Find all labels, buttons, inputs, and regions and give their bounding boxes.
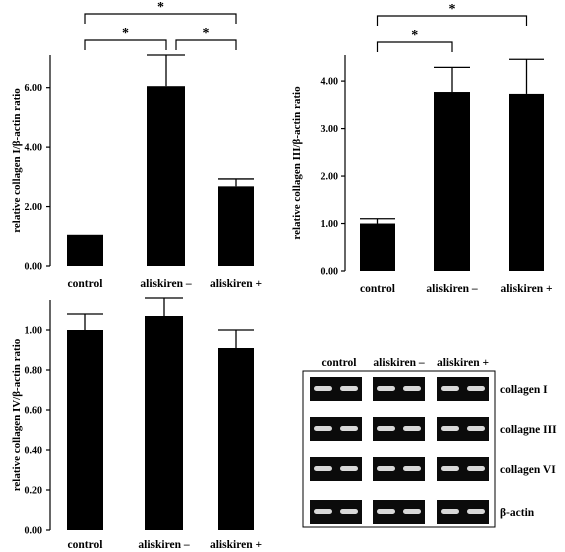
significance-bracket — [84, 13, 237, 24]
gel-lane-label: aliskiren – — [373, 357, 424, 369]
gel-frame — [302, 370, 496, 528]
gel-band — [467, 426, 485, 431]
gel-lane-label: control — [322, 357, 357, 369]
x-category-label: aliskiren – — [140, 278, 191, 290]
y-tick-label: 0.40 — [25, 446, 43, 457]
gel-band — [441, 466, 459, 471]
bar — [145, 316, 183, 530]
y-tick-label: 0.00 — [25, 526, 43, 537]
gel-band — [403, 426, 421, 431]
significance-bracket — [175, 39, 237, 50]
y-tick-label: 0.20 — [25, 486, 43, 497]
significance-star: * — [411, 28, 418, 43]
x-category-label: control — [68, 539, 103, 551]
gel-band — [441, 426, 459, 431]
y-axis-label: relative collagen III/β-actin ratio — [291, 86, 303, 240]
gel-panel: control aliskiren – aliskiren + collagen I c… — [302, 357, 557, 528]
gel-band — [314, 426, 332, 431]
significance-star: * — [157, 0, 164, 15]
gel-band — [467, 509, 485, 514]
bar — [509, 93, 544, 271]
x-category-label: aliskiren – — [138, 539, 189, 551]
gel-row-label: collagen I — [500, 384, 548, 396]
gel-band — [314, 386, 332, 391]
x-category-label: aliskiren + — [210, 539, 262, 551]
gel-band — [441, 509, 459, 514]
gel-row-label: β-actin — [500, 507, 535, 519]
y-tick-label: 1.00 — [321, 219, 339, 230]
gel-band — [340, 466, 358, 471]
significance-bracket — [376, 15, 528, 26]
significance-star: * — [449, 2, 456, 17]
y-axis-label: relative collagen I/β-actin ratio — [11, 88, 23, 233]
gel-band — [340, 426, 358, 431]
gel-band — [377, 386, 395, 391]
gel-band — [467, 386, 485, 391]
y-tick-label: 0.00 — [25, 262, 43, 273]
significance-bracket — [84, 39, 167, 50]
gel-row-label: collagen VI — [500, 464, 556, 476]
gel-band — [441, 386, 459, 391]
gel-band — [377, 466, 395, 471]
bar — [67, 330, 103, 530]
gel-row-label: collagne III — [500, 424, 557, 436]
gel-band — [340, 509, 358, 514]
y-tick-label: 2.00 — [321, 172, 339, 183]
y-tick-label: 3.00 — [321, 124, 339, 135]
y-tick-label: 4.00 — [321, 77, 339, 88]
gel-band — [314, 509, 332, 514]
y-axis-label: relative collagen IV/β-actin ratio — [11, 338, 23, 491]
x-category-label: control — [360, 283, 395, 295]
bar — [147, 86, 185, 266]
y-tick-label: 4.00 — [25, 143, 43, 154]
significance-star: * — [122, 26, 129, 41]
chart-collagen-iii: 0.00 1.00 2.00 3.00 4.00 relative collagen II… — [291, 2, 553, 295]
gel-band — [314, 466, 332, 471]
y-tick-label: 2.00 — [25, 202, 43, 213]
y-tick-label: 0.00 — [321, 267, 339, 278]
bar — [67, 234, 103, 266]
gel-band — [377, 426, 395, 431]
significance-bracket — [376, 41, 453, 52]
y-tick-label: 0.60 — [25, 406, 43, 417]
y-tick-label: 1.00 — [25, 326, 43, 337]
x-category-label: aliskiren – — [426, 283, 477, 295]
gel-band — [377, 509, 395, 514]
bar — [360, 223, 395, 271]
x-category-label: aliskiren + — [500, 283, 552, 295]
gel-band — [340, 386, 358, 391]
gel-band — [467, 466, 485, 471]
x-category-label: control — [68, 278, 103, 290]
gel-band — [403, 466, 421, 471]
gel-band — [403, 509, 421, 514]
x-category-label: aliskiren + — [210, 278, 262, 290]
bar — [434, 92, 470, 272]
y-tick-label: 0.80 — [25, 366, 43, 377]
significance-star: * — [203, 26, 210, 41]
bar — [218, 348, 254, 530]
bar — [218, 186, 254, 266]
gel-band — [403, 386, 421, 391]
y-tick-label: 6.00 — [25, 83, 43, 94]
gel-lane-label: aliskiren + — [437, 357, 489, 369]
